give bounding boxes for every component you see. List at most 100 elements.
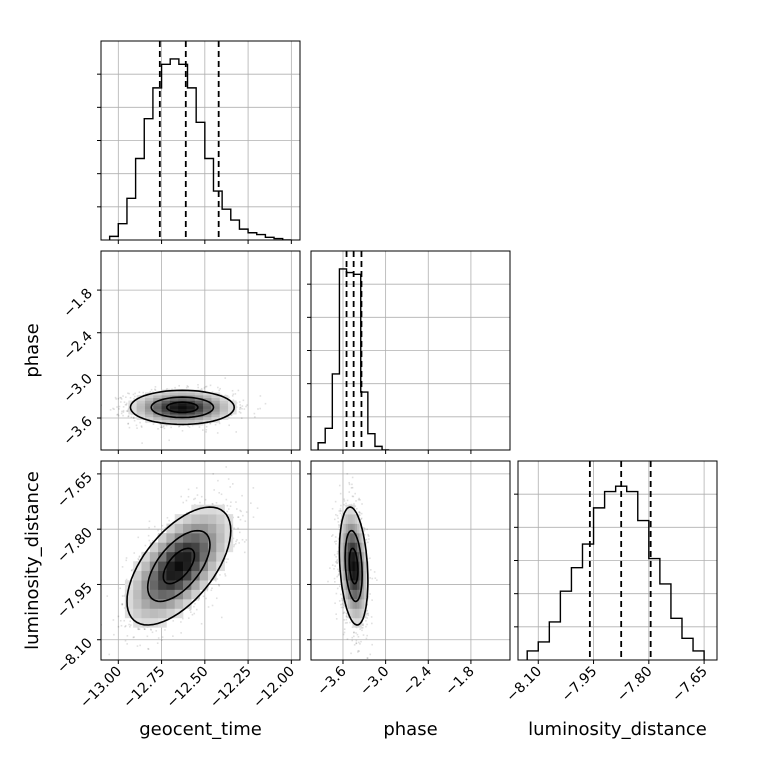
sample-point: [202, 429, 204, 431]
sample-point: [334, 580, 336, 583]
sample-point: [361, 629, 363, 632]
sample-point: [329, 567, 331, 569]
density-block: [354, 542, 358, 553]
sample-point: [154, 389, 157, 391]
sample-point: [193, 612, 196, 615]
sample-point: [135, 424, 138, 427]
sample-point: [106, 595, 109, 597]
density-block: [357, 608, 360, 619]
sample-point: [359, 514, 361, 517]
sample-point: [231, 483, 234, 485]
sample-point: [340, 510, 342, 512]
sample-point: [224, 377, 227, 379]
sample-point: [232, 399, 235, 401]
sample-point: [129, 396, 132, 399]
density-block: [144, 405, 154, 410]
sample-point: [370, 616, 373, 618]
sample-point: [187, 425, 189, 427]
density-block: [183, 551, 192, 562]
sample-point: [195, 599, 197, 601]
sample-point: [163, 427, 166, 430]
density-block: [352, 599, 356, 609]
density-block: [153, 414, 162, 418]
sample-point: [365, 538, 368, 541]
density-block: [361, 533, 365, 543]
sample-point: [367, 612, 369, 615]
sample-point: [331, 507, 334, 510]
density-block: [141, 580, 151, 590]
sample-point: [234, 543, 237, 545]
density-block: [199, 523, 209, 534]
sample-point: [125, 578, 128, 581]
sample-point: [243, 408, 246, 410]
sample-point: [117, 397, 120, 400]
sample-point: [125, 557, 128, 559]
sample-point: [121, 604, 124, 606]
density-block: [211, 400, 221, 404]
density-block: [357, 542, 360, 553]
density-block: [224, 533, 234, 543]
density-block: [363, 570, 367, 581]
density-block: [194, 416, 204, 420]
sample-point: [218, 389, 221, 392]
sample-point: [137, 628, 139, 630]
sample-point: [361, 624, 364, 626]
sample-point: [238, 411, 241, 413]
sample-point: [224, 574, 227, 577]
density-block: [357, 551, 360, 562]
sample-point: [129, 620, 132, 623]
density-block: [216, 514, 225, 524]
sample-point: [345, 618, 348, 621]
sample-point: [229, 505, 232, 507]
density-block: [191, 561, 200, 572]
sample-point: [189, 611, 192, 613]
sample-point: [161, 636, 164, 638]
sample-point: [133, 552, 136, 554]
sample-point: [211, 604, 214, 607]
sample-point: [340, 606, 343, 609]
sample-point: [188, 426, 191, 428]
sample-point: [235, 406, 238, 408]
sample-point: [139, 644, 141, 647]
sample-point: [366, 634, 368, 637]
density-block: [345, 542, 349, 553]
sample-point: [147, 534, 150, 537]
density-block: [194, 400, 204, 404]
sample-point: [235, 402, 238, 404]
density-block: [141, 570, 151, 581]
sample-point: [344, 622, 347, 624]
sample-point: [327, 580, 329, 583]
sample-point: [336, 560, 338, 562]
sample-point: [168, 388, 170, 391]
contour-level-3: [129, 389, 236, 426]
density-block: [158, 608, 167, 619]
sample-point: [121, 603, 124, 605]
sample-point: [147, 647, 149, 650]
density-block: [133, 599, 142, 609]
sample-point: [194, 497, 197, 500]
density-block: [191, 523, 200, 534]
density-block: [354, 617, 358, 628]
sample-point: [371, 622, 373, 625]
sample-point: [337, 521, 340, 523]
sample-point: [345, 614, 348, 617]
sample-point: [209, 422, 211, 424]
sample-point: [334, 500, 337, 503]
sample-point: [178, 425, 181, 427]
sample-point: [148, 539, 151, 542]
density-block: [169, 403, 179, 407]
density-block: [228, 408, 237, 412]
density-block: [347, 533, 351, 543]
sample-point: [334, 536, 337, 538]
density-block: [361, 599, 365, 609]
density-block: [219, 414, 229, 418]
density-block: [149, 599, 159, 609]
sample-point: [149, 628, 152, 630]
sample-point: [354, 665, 356, 667]
density-block: [363, 561, 367, 572]
sample-point: [127, 422, 130, 425]
density-block: [166, 561, 176, 572]
sample-point: [353, 644, 356, 646]
sample-point: [350, 503, 353, 506]
density-block: [350, 542, 353, 553]
